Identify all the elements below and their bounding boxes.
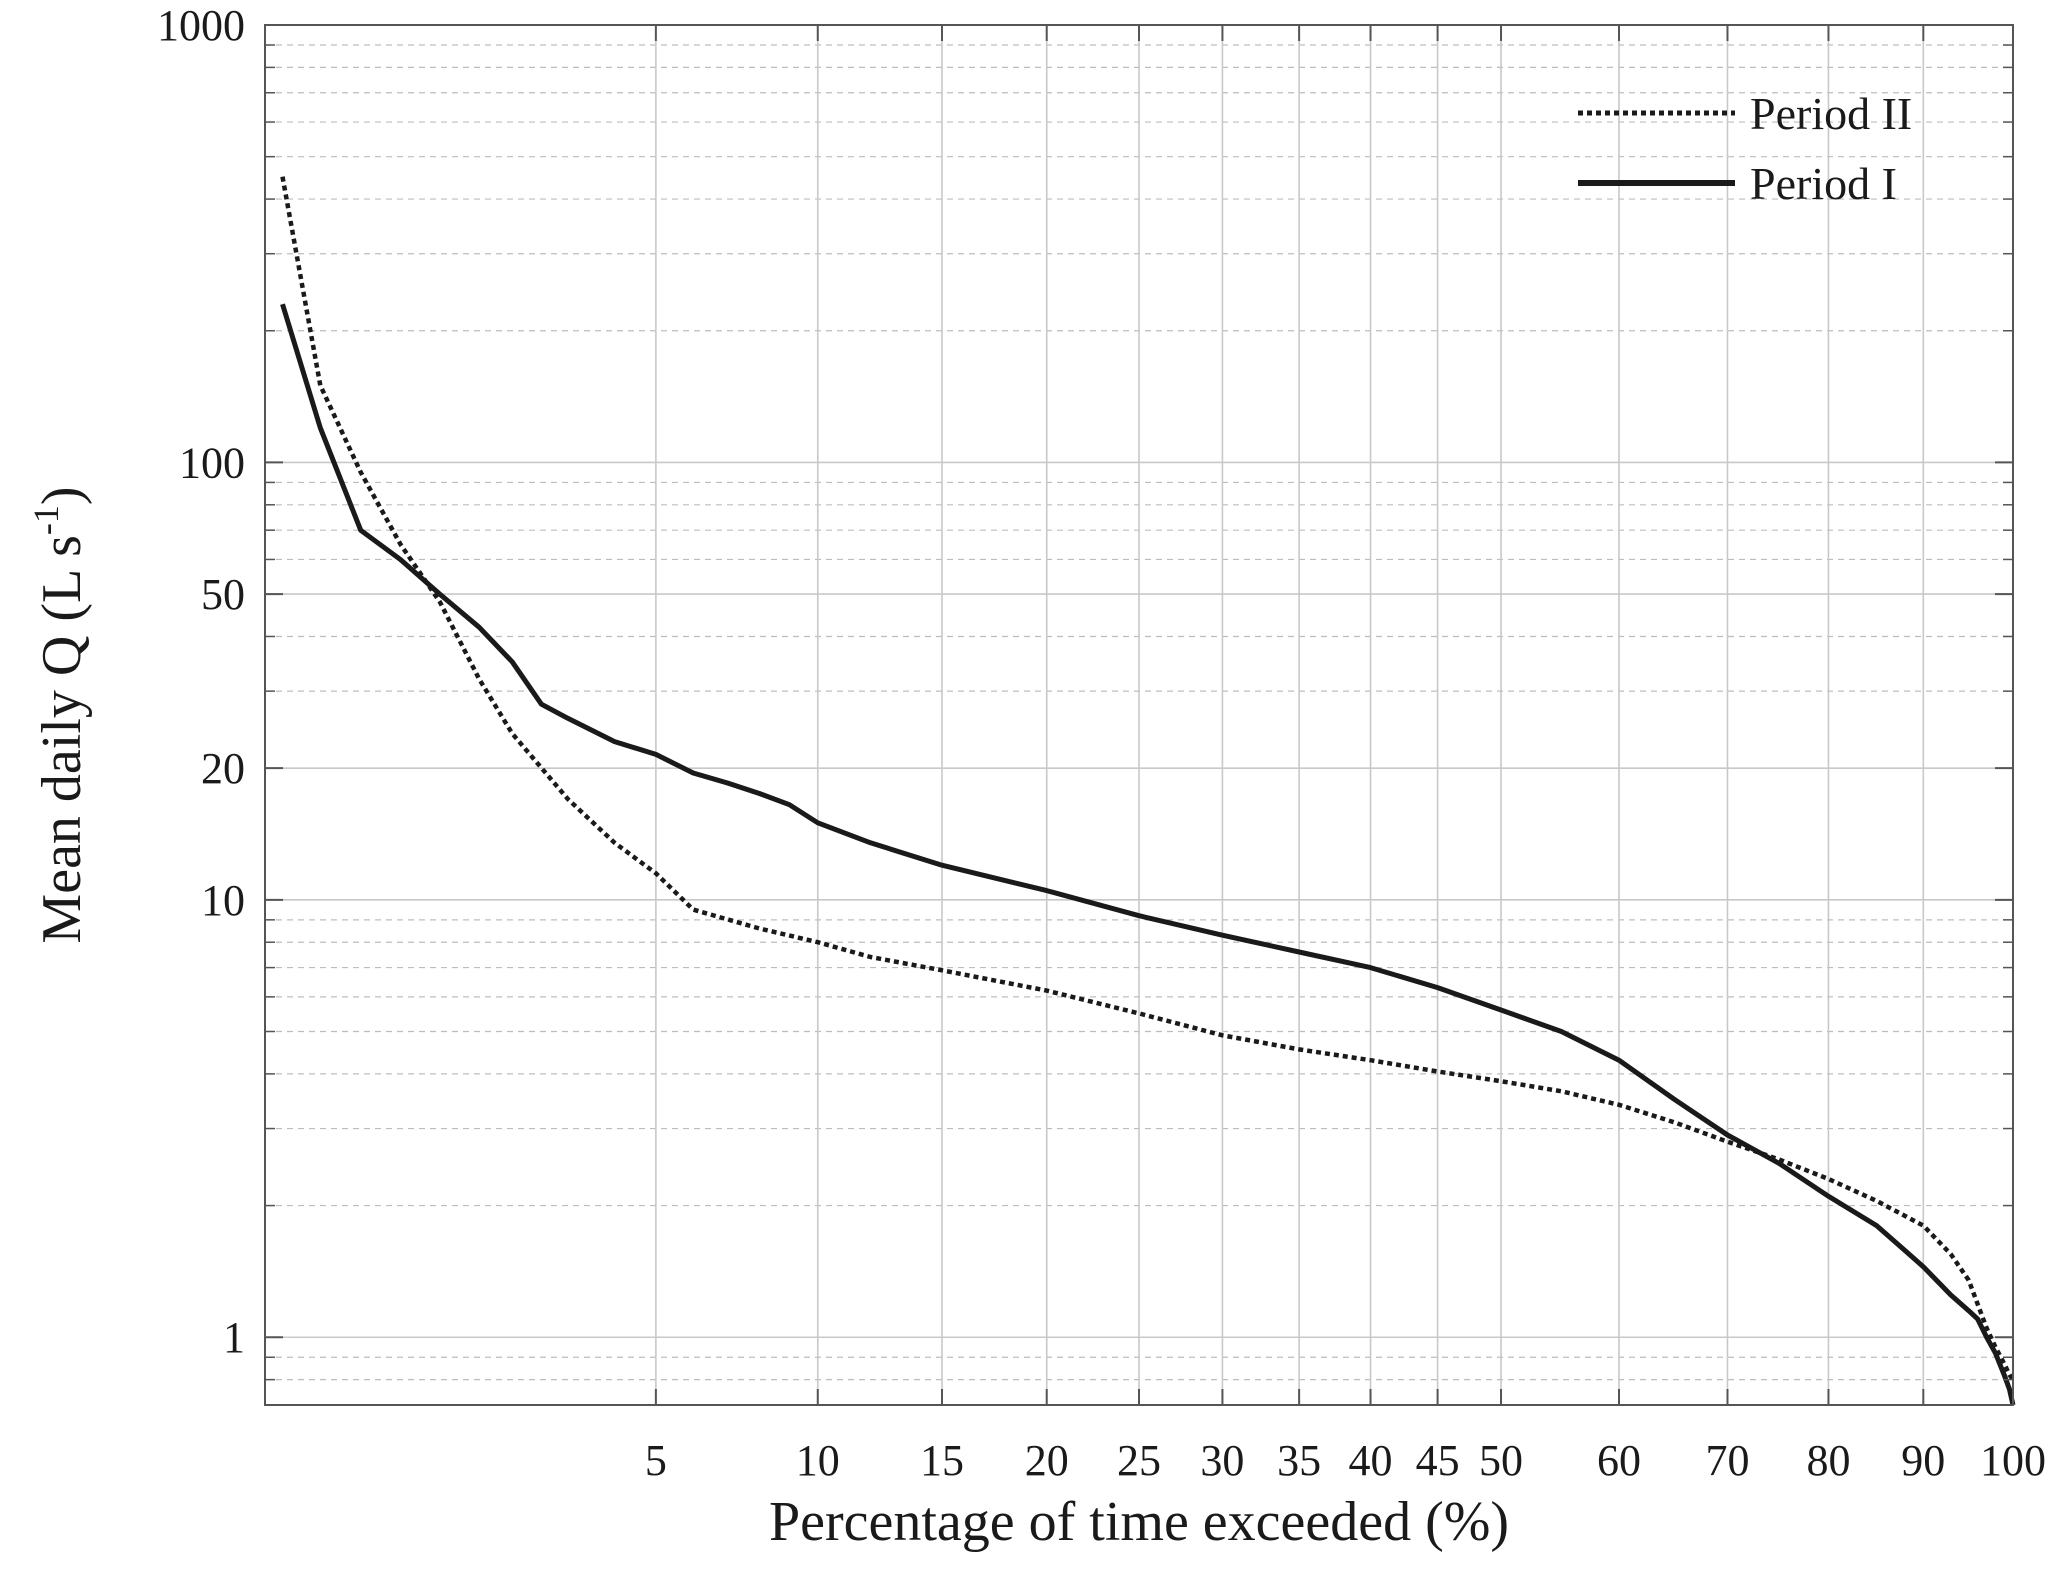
y-tick-label: 100 [179,438,245,487]
x-tick-label: 60 [1597,1436,1641,1485]
y-tick-label: 1000 [157,1,245,50]
legend-label: Period II [1750,88,1912,139]
y-axis-label-superscript: -1 [26,505,66,535]
x-tick-label: 50 [1479,1436,1523,1485]
x-tick-label: 80 [1806,1436,1850,1485]
legend: Period II Period I [1578,88,1912,209]
y-axis-label: Mean daily Q (L s-1) [26,486,93,943]
y-tick-label: 1 [223,1313,245,1362]
y-axis-label-close: ) [31,486,93,505]
x-axis-label: Percentage of time exceeded (%) [769,1491,1509,1553]
series-period-ii-line [280,176,2015,1381]
x-tick-label: 25 [1117,1436,1161,1485]
x-tick-labels: 5 10 15 20 25 30 35 40 45 50 60 70 80 90 100 [645,1436,2046,1485]
x-tick-label: 70 [1705,1436,1749,1485]
x-tick-label: 20 [1025,1436,1069,1485]
y-tick-label: 20 [201,744,245,793]
x-tick-label: 90 [1901,1436,1945,1485]
x-tick-label: 30 [1200,1436,1244,1485]
x-tick-label: 15 [920,1436,964,1485]
series-layer [280,176,2016,1406]
x-tick-label: 100 [1980,1436,2046,1485]
x-tick-label: 10 [796,1436,840,1485]
y-tick-label: 10 [201,876,245,925]
y-axis-label-base: Mean daily Q (L s [31,535,93,944]
x-tick-label: 5 [645,1436,667,1485]
y-tick-labels: 1 10 20 50 100 1000 [157,1,245,1362]
y-tick-label: 50 [201,570,245,619]
x-tick-label: 40 [1349,1436,1393,1485]
x-tick-label: 45 [1416,1436,1460,1485]
x-tick-label: 35 [1277,1436,1321,1485]
tick-marks [265,24,2014,1406]
legend-label: Period I [1750,158,1897,209]
series-period-i-line [280,303,2016,1406]
